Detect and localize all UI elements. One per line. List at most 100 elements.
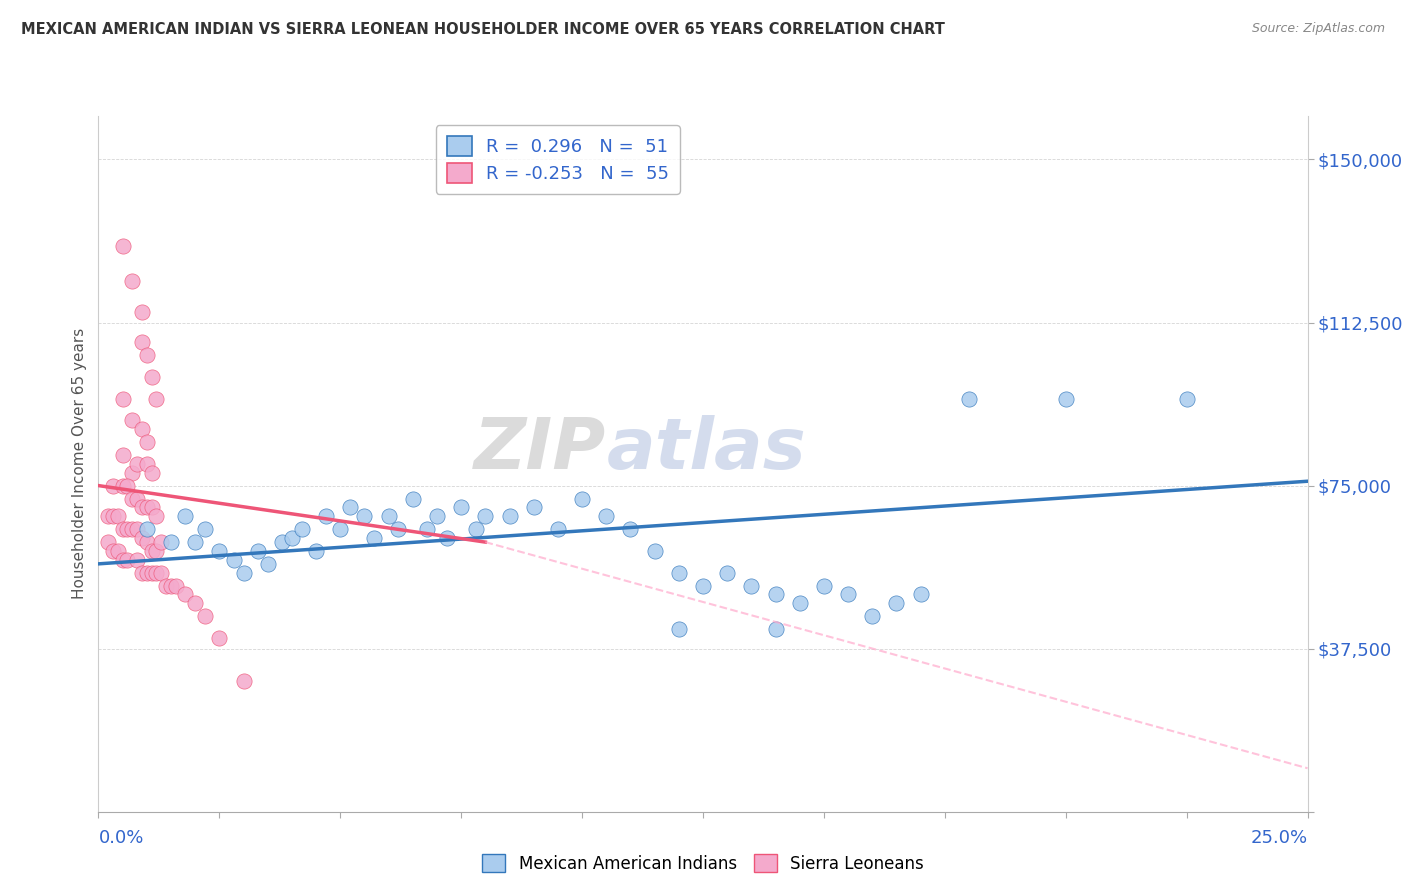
Point xyxy=(131,422,153,436)
Point xyxy=(860,609,883,624)
Point xyxy=(131,566,153,580)
Point xyxy=(813,579,835,593)
Point xyxy=(232,674,254,689)
Point xyxy=(135,457,157,471)
Point xyxy=(111,522,134,536)
Point xyxy=(165,579,187,593)
Point xyxy=(208,544,231,558)
Point xyxy=(131,531,153,545)
Point xyxy=(107,508,129,523)
Point xyxy=(740,579,762,593)
Point xyxy=(387,522,409,536)
Point xyxy=(353,508,375,523)
Point xyxy=(329,522,352,536)
Point xyxy=(145,566,167,580)
Point xyxy=(141,500,163,515)
Point xyxy=(117,478,139,492)
Point xyxy=(141,544,163,558)
Point xyxy=(184,596,207,610)
Point xyxy=(281,531,304,545)
Point xyxy=(194,609,217,624)
Point xyxy=(402,491,425,506)
Point xyxy=(523,500,546,515)
Point xyxy=(416,522,439,536)
Point xyxy=(716,566,738,580)
Point xyxy=(135,500,157,515)
Point xyxy=(450,500,472,515)
Point xyxy=(135,522,157,536)
Point xyxy=(145,544,167,558)
Point xyxy=(957,392,980,406)
Legend: Mexican American Indians, Sierra Leoneans: Mexican American Indians, Sierra Leonean… xyxy=(475,847,931,880)
Point xyxy=(127,457,149,471)
Point xyxy=(150,535,173,549)
Point xyxy=(174,587,197,601)
Point xyxy=(101,478,124,492)
Text: 0.0%: 0.0% xyxy=(98,829,143,847)
Point xyxy=(789,596,811,610)
Point xyxy=(141,466,163,480)
Point xyxy=(107,544,129,558)
Point xyxy=(111,478,134,492)
Point xyxy=(194,522,217,536)
Point xyxy=(765,587,787,601)
Point xyxy=(184,535,207,549)
Point xyxy=(150,566,173,580)
Point xyxy=(127,552,149,566)
Point xyxy=(131,304,153,318)
Point xyxy=(837,587,859,601)
Text: 25.0%: 25.0% xyxy=(1250,829,1308,847)
Point xyxy=(547,522,569,536)
Point xyxy=(141,369,163,384)
Text: ZIP: ZIP xyxy=(474,416,606,484)
Point xyxy=(97,508,120,523)
Point xyxy=(174,508,197,523)
Point xyxy=(111,239,134,253)
Point xyxy=(619,522,641,536)
Point xyxy=(426,508,449,523)
Point xyxy=(208,631,231,645)
Point xyxy=(305,544,328,558)
Point xyxy=(121,491,143,506)
Point xyxy=(464,522,486,536)
Point xyxy=(117,522,139,536)
Point xyxy=(271,535,294,549)
Point xyxy=(222,552,245,566)
Point xyxy=(160,579,183,593)
Point xyxy=(101,508,124,523)
Point xyxy=(886,596,908,610)
Point xyxy=(160,535,183,549)
Point xyxy=(135,348,157,362)
Point xyxy=(644,544,666,558)
Point xyxy=(692,579,714,593)
Point xyxy=(131,500,153,515)
Point xyxy=(135,435,157,450)
Point xyxy=(155,579,177,593)
Point xyxy=(910,587,932,601)
Point xyxy=(117,552,139,566)
Point xyxy=(127,522,149,536)
Point xyxy=(97,535,120,549)
Text: Source: ZipAtlas.com: Source: ZipAtlas.com xyxy=(1251,22,1385,36)
Point xyxy=(145,392,167,406)
Point xyxy=(290,522,312,536)
Point xyxy=(121,413,143,427)
Point xyxy=(256,557,278,571)
Text: MEXICAN AMERICAN INDIAN VS SIERRA LEONEAN HOUSEHOLDER INCOME OVER 65 YEARS CORRE: MEXICAN AMERICAN INDIAN VS SIERRA LEONEA… xyxy=(21,22,945,37)
Point xyxy=(1054,392,1077,406)
Point xyxy=(247,544,270,558)
Point xyxy=(668,566,690,580)
Point xyxy=(121,522,143,536)
Point xyxy=(101,544,124,558)
Point xyxy=(595,508,617,523)
Point xyxy=(111,552,134,566)
Point xyxy=(141,566,163,580)
Point xyxy=(232,566,254,580)
Point xyxy=(131,334,153,349)
Point xyxy=(377,508,399,523)
Y-axis label: Householder Income Over 65 years: Householder Income Over 65 years xyxy=(72,328,87,599)
Point xyxy=(765,622,787,636)
Point xyxy=(668,622,690,636)
Point xyxy=(145,508,167,523)
Point xyxy=(1175,392,1198,406)
